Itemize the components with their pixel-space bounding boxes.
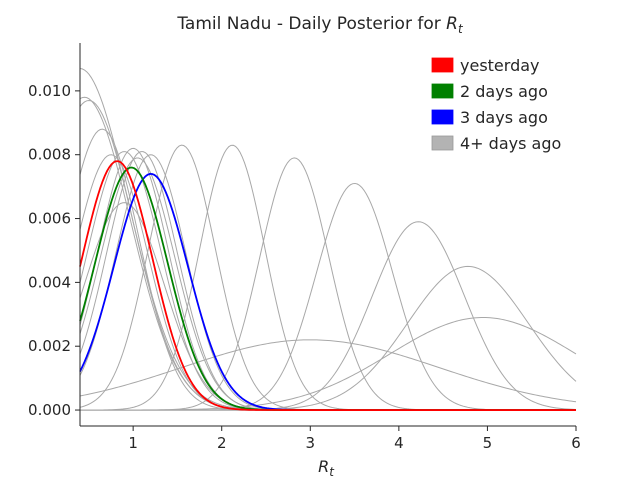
legend: yesterday 2 days ago 3 days ago 4+ days ago [431,56,561,153]
chart-title: Tamil Nadu - Daily Posterior for Rt [176,14,464,36]
curve-older-16 [80,316,577,411]
legend-label: 2 days ago [460,82,548,101]
curve-older-14 [80,221,577,411]
x-tick-label: 1 [128,434,138,452]
x-tick-label: 6 [571,434,581,452]
curve-older-7 [79,157,576,411]
legend-item: 4+ days ago [431,134,561,153]
y-tick-label: 0.002 [28,337,71,355]
x-axis-label-subscript: t [329,465,335,479]
legend-label: yesterday [460,56,540,75]
legend-item: 3 days ago [431,108,548,127]
y-tick-label: 0.004 [28,273,71,291]
x-ticks: 1 2 3 4 5 6 [128,426,581,452]
curve-older-10 [79,144,576,411]
legend-swatch [431,109,454,125]
y-tick-label: 0.010 [28,82,71,100]
x-tick-label: 4 [394,434,404,452]
posterior-curves [79,68,577,411]
y-ticks: 0.000 0.002 0.004 0.006 0.008 0.010 [28,82,80,419]
axes [79,43,576,427]
x-axis-label-symbol: R [318,457,329,476]
x-axis-label: Rt [318,457,335,479]
chart-title-text: Tamil Nadu - Daily Posterior for [176,14,446,34]
legend-swatch [431,83,454,99]
chart-title-subscript: t [458,22,464,36]
x-tick-label: 3 [306,434,316,452]
y-tick-label: 0.008 [28,146,71,164]
legend-label: 4+ days ago [460,134,561,153]
y-tick-label: 0.006 [28,210,71,228]
curve-yesterday [79,160,576,411]
legend-swatch [431,135,454,151]
legend-label: 3 days ago [460,108,548,127]
x-tick-label: 5 [483,434,493,452]
curve-older-11 [79,144,576,411]
curve-older-15 [80,265,577,411]
legend-item: yesterday [431,56,540,75]
y-tick-label: 0.000 [28,401,71,419]
curve-older-17 [79,339,577,403]
chart-title-symbol: R [446,14,458,34]
x-tick-label: 2 [217,434,227,452]
legend-item: 2 days ago [431,82,548,101]
legend-swatch [431,57,454,73]
curve-older-12 [80,157,576,411]
